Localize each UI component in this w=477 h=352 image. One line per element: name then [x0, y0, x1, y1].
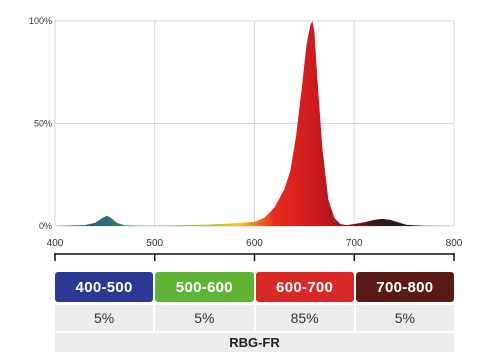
percent-600-700: 85%: [255, 305, 354, 331]
y-tick-label-0pct: 0%: [39, 221, 52, 231]
percent-400-500: 5%: [55, 305, 154, 331]
percent-700-800: 5%: [355, 305, 454, 331]
x-tick-label-800: 800: [446, 238, 463, 249]
band-400-500: 400-500: [55, 272, 154, 302]
y-tick-label-100pct: 100%: [29, 16, 52, 26]
band-percentages: 5% 5% 85% 5%: [55, 305, 454, 331]
percent-500-600: 5%: [155, 305, 254, 331]
spectrum-name: RBG-FR: [55, 333, 454, 352]
x-tick-label-700: 700: [346, 238, 363, 249]
x-tick-label-400: 400: [47, 238, 64, 249]
y-tick-label-50pct: 50%: [34, 119, 52, 129]
wavelength-bands: 400-500 500-600 600-700 700-800: [55, 272, 454, 302]
band-600-700: 600-700: [255, 272, 354, 302]
x-tick-label-600: 600: [246, 238, 263, 249]
band-500-600: 500-600: [155, 272, 254, 302]
x-tick-label-500: 500: [146, 238, 163, 249]
band-700-800: 700-800: [355, 272, 454, 302]
